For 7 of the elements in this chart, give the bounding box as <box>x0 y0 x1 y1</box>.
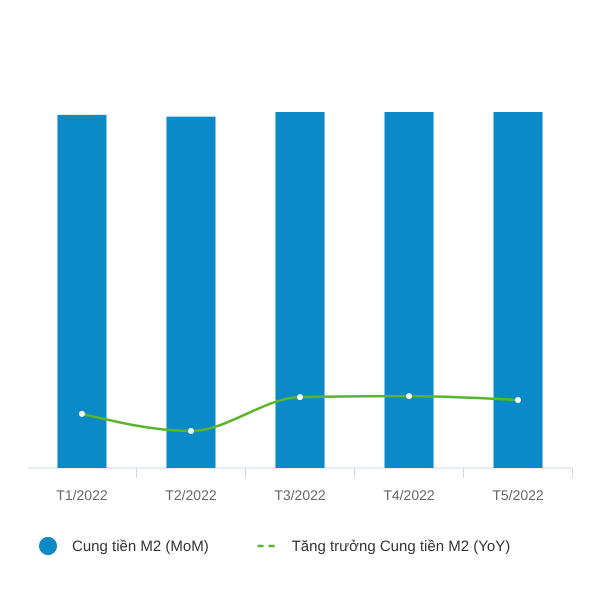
x-tick-label: T2/2022 <box>165 487 217 503</box>
x-tick-label: T4/2022 <box>383 487 435 503</box>
x-tick-label: T3/2022 <box>274 487 326 503</box>
x-tick-label: T1/2022 <box>56 487 108 503</box>
x-tick-label: T5/2022 <box>492 487 544 503</box>
legend-label: Tăng trưởng Cung tiền M2 (YoY) <box>292 538 510 555</box>
legend-label: Cung tiền M2 (MoM) <box>72 538 209 555</box>
